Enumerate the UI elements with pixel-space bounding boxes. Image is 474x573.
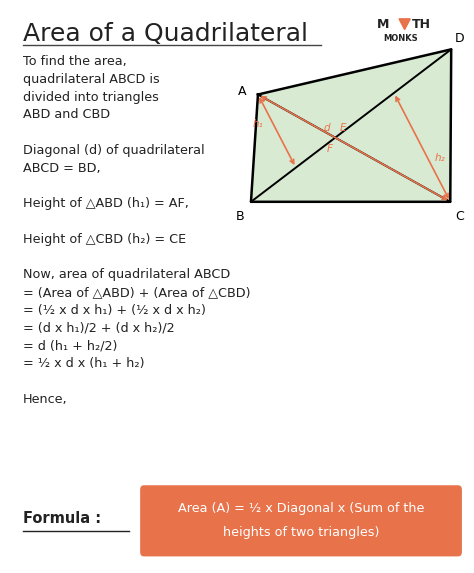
Text: ABD and CBD: ABD and CBD [23, 108, 110, 121]
FancyBboxPatch shape [140, 485, 462, 556]
Polygon shape [399, 19, 410, 30]
Text: D: D [455, 32, 465, 45]
Text: A: A [238, 85, 246, 98]
Text: TH: TH [411, 18, 430, 32]
Text: ABCD = BD,: ABCD = BD, [23, 162, 100, 175]
Text: To find the area,: To find the area, [23, 55, 127, 68]
Text: Hence,: Hence, [23, 393, 67, 406]
Text: Formula :: Formula : [23, 511, 101, 525]
Text: d: d [323, 123, 329, 133]
Polygon shape [251, 49, 451, 202]
Text: = (d x h₁)/2 + (d x h₂)/2: = (d x h₁)/2 + (d x h₂)/2 [23, 322, 174, 335]
Text: E: E [340, 123, 346, 133]
Text: h₂: h₂ [435, 152, 446, 163]
Text: quadrilateral ABCD is: quadrilateral ABCD is [23, 73, 160, 86]
Text: Height of △ABD (h₁) = AF,: Height of △ABD (h₁) = AF, [23, 197, 189, 210]
Text: Height of △CBD (h₂) = CE: Height of △CBD (h₂) = CE [23, 233, 186, 246]
Text: = (Area of △ABD) + (Area of △CBD): = (Area of △ABD) + (Area of △CBD) [23, 286, 250, 299]
Text: Now, area of quadrilateral ABCD: Now, area of quadrilateral ABCD [23, 268, 230, 281]
Text: Area of a Quadrilateral: Area of a Quadrilateral [23, 22, 308, 46]
Text: F: F [327, 144, 333, 154]
Text: MONKS: MONKS [383, 34, 419, 43]
Text: Area (A) = ½ x Diagonal x (Sum of the: Area (A) = ½ x Diagonal x (Sum of the [178, 502, 424, 515]
Text: M: M [377, 18, 389, 32]
Text: h₁: h₁ [252, 119, 263, 129]
Text: = (½ x d x h₁) + (½ x d x h₂): = (½ x d x h₁) + (½ x d x h₂) [23, 304, 206, 317]
Text: Diagonal (d) of quadrilateral: Diagonal (d) of quadrilateral [23, 144, 204, 157]
Text: heights of two triangles): heights of two triangles) [223, 525, 379, 539]
Text: B: B [236, 210, 244, 223]
Text: C: C [455, 210, 464, 223]
Text: = ½ x d x (h₁ + h₂): = ½ x d x (h₁ + h₂) [23, 358, 144, 370]
Text: = d (h₁ + h₂/2): = d (h₁ + h₂/2) [23, 340, 117, 352]
Text: divided into triangles: divided into triangles [23, 91, 159, 104]
